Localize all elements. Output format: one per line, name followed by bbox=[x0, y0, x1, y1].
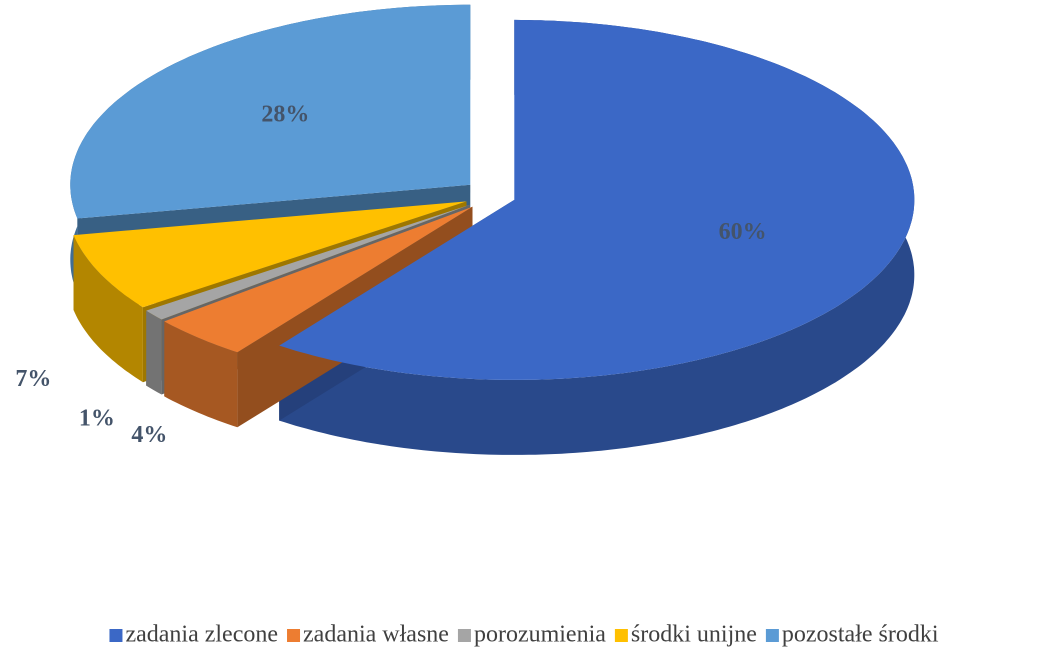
legend-label: zadania własne bbox=[303, 622, 449, 648]
legend-label: porozumienia bbox=[474, 622, 606, 648]
legend-label: pozostałe środki bbox=[782, 622, 939, 648]
data-label: 1% bbox=[79, 405, 115, 431]
slice bbox=[164, 206, 473, 353]
legend-marker bbox=[614, 629, 628, 642]
legend-label: środki unijne bbox=[631, 622, 757, 648]
data-label: 7% bbox=[15, 366, 51, 392]
legend-label: zadania zlecone bbox=[125, 622, 278, 648]
slice bbox=[70, 4, 471, 219]
slice-side bbox=[146, 310, 162, 395]
legend: zadania zlecone zadania własne porozumieni… bbox=[109, 622, 939, 648]
slice bbox=[146, 204, 470, 320]
data-label: 60% bbox=[719, 219, 767, 245]
legend-marker bbox=[109, 629, 123, 642]
slice-side bbox=[164, 321, 238, 428]
slice bbox=[279, 19, 915, 380]
legend-marker bbox=[287, 629, 301, 642]
data-label: 28% bbox=[261, 101, 309, 127]
slice bbox=[73, 201, 467, 308]
data-label: 4% bbox=[131, 422, 167, 448]
slice-side bbox=[73, 235, 143, 383]
legend-marker bbox=[457, 629, 471, 642]
legend-marker bbox=[765, 629, 779, 642]
